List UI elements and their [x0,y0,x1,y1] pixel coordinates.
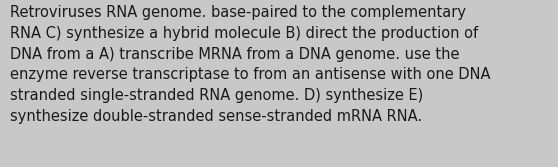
Text: Retroviruses RNA genome. base-paired to the complementary
RNA C) synthesize a hy: Retroviruses RNA genome. base-paired to … [10,5,490,124]
